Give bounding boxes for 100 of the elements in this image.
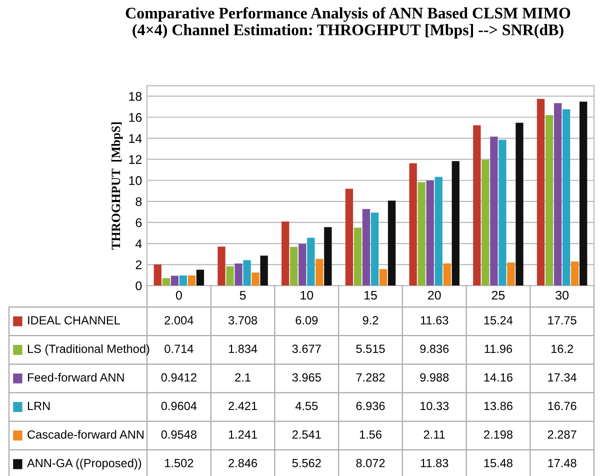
x-tick-label: 30 (556, 290, 569, 300)
data-label: 1.834 (228, 344, 258, 354)
legend-label: Feed-forward ANN (28, 372, 124, 382)
data-label: 0.9412 (161, 373, 196, 382)
bar (362, 208, 370, 286)
x-tick-label: 10 (300, 290, 314, 300)
bar (196, 270, 204, 286)
bar (188, 276, 196, 286)
x-tick-label: 5 (240, 290, 246, 300)
data-label: 2.004 (164, 316, 194, 324)
data-label: 0.714 (164, 344, 194, 354)
y-tick-label: 12 (129, 155, 142, 164)
data-label: 17.75 (548, 316, 576, 324)
bar (443, 263, 451, 286)
y-tick-label: 16 (129, 113, 142, 122)
bar (316, 258, 324, 286)
data-label: 9.836 (420, 344, 449, 354)
data-label: 7.282 (356, 373, 385, 382)
data-label: 2.846 (228, 458, 258, 468)
bar (162, 278, 170, 286)
bar (473, 125, 481, 286)
legend-label: ANN-GA ((Proposed)) (27, 458, 142, 470)
y-axis-title: THROGHPUT [MbpS] (111, 122, 123, 250)
data-label: 15.24 (484, 316, 513, 324)
x-tick-label: 0 (176, 290, 182, 300)
bar (170, 276, 179, 286)
data-label: 2.287 (548, 430, 576, 439)
data-label: 6.09 (296, 316, 318, 324)
legend-label: LS (Traditional Method) (28, 344, 150, 356)
bar (290, 246, 298, 286)
data-label: 0.9604 (161, 402, 197, 410)
bar (498, 140, 506, 286)
bar (482, 160, 490, 286)
legend-label: LRN (28, 402, 50, 410)
x-tick-label: 25 (492, 290, 505, 300)
data-label: 4.55 (295, 402, 318, 410)
bar (516, 122, 524, 286)
data-label: 5.562 (292, 458, 321, 468)
data-label: 10.33 (420, 402, 449, 410)
data-label: 3.708 (228, 316, 258, 324)
bar (370, 212, 379, 286)
data-label: 9.2 (362, 316, 378, 324)
y-tick-label: 4 (135, 239, 142, 248)
bar (426, 180, 434, 286)
data-label: 0.9548 (161, 430, 196, 439)
bar (409, 163, 417, 286)
data-label: 1.241 (228, 430, 257, 439)
data-label: 11.83 (420, 458, 448, 468)
data-label: 17.34 (548, 373, 576, 382)
data-label: 11.63 (420, 316, 448, 324)
bar (218, 246, 226, 286)
bar (154, 264, 162, 286)
data-label: 11.96 (484, 344, 512, 354)
bar (554, 103, 562, 286)
y-tick-label: 14 (129, 134, 142, 143)
data-label: 5.515 (356, 344, 385, 354)
bar (260, 256, 268, 286)
y-tick-label: 0 (136, 281, 142, 290)
legend-label: Cascade-forward ANN (28, 430, 144, 439)
x-tick-label: 15 (364, 290, 377, 300)
bar (345, 188, 354, 286)
bar (571, 262, 579, 286)
bar (379, 269, 388, 286)
data-label: 9.988 (420, 373, 449, 382)
bar (490, 136, 498, 286)
chart-title: Comparative Performance Analysis of ANN Based CLSM MIMO (4×4) Channel Estimation: THROGHPUT [Mbps] --> SNR(dB) (126, 7, 570, 39)
data-label: 1.56 (360, 430, 382, 439)
data-label: 13.86 (484, 402, 512, 410)
bar (226, 266, 234, 286)
data-label: 2.1 (235, 373, 250, 382)
data-label: 16.2 (551, 344, 573, 354)
bar (179, 275, 188, 286)
bar (545, 115, 554, 286)
bar (507, 262, 515, 286)
y-tick-label: 6 (136, 218, 142, 228)
data-label: 17.48 (548, 458, 576, 468)
bar (452, 161, 460, 286)
bar (580, 102, 588, 286)
bar (388, 200, 396, 286)
data-label: 2.541 (292, 430, 321, 439)
bar (418, 182, 426, 286)
bar (354, 228, 362, 286)
y-tick-label: 2 (136, 260, 142, 270)
data-label: 2.198 (484, 430, 512, 439)
bar (307, 238, 315, 286)
bar (298, 244, 306, 286)
bar (234, 264, 242, 286)
data-label: 3.965 (292, 373, 321, 382)
bar (536, 98, 545, 286)
y-tick-label: 10 (129, 176, 142, 186)
data-label: 8.072 (356, 458, 385, 468)
legend-label: IDEAL CHANNEL (28, 316, 120, 324)
bar (282, 222, 290, 286)
data-label: 1.502 (165, 458, 194, 468)
x-tick-label: 20 (428, 290, 441, 300)
data-label: 6.936 (356, 402, 385, 410)
bar (243, 260, 251, 286)
data-label: 16.76 (548, 402, 576, 410)
bar (252, 272, 260, 286)
data-label: 2.11 (424, 430, 445, 439)
